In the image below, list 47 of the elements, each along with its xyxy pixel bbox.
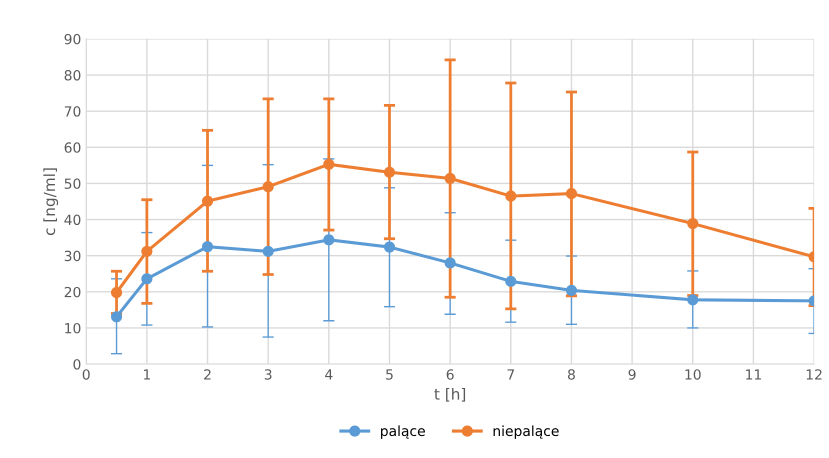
y-tick-label: 0 <box>73 359 80 370</box>
y-tick-label: 80 <box>64 70 80 81</box>
y-tick-label: 20 <box>64 286 80 298</box>
legend-label: palące <box>381 425 425 439</box>
point <box>110 287 122 298</box>
point <box>323 234 334 246</box>
point <box>384 241 396 253</box>
x-tick-label: 6 <box>446 369 454 380</box>
point <box>202 196 214 207</box>
x-tick-label: 11 <box>746 369 761 380</box>
y-tick-label: 40 <box>64 214 80 226</box>
point <box>687 218 698 230</box>
x-tick-label: 8 <box>568 369 575 380</box>
point <box>262 246 274 257</box>
y-tick-label: 30 <box>64 250 80 262</box>
x-tick-label: 2 <box>204 369 211 380</box>
x-tick-label: 0 <box>82 369 90 380</box>
point <box>384 166 396 178</box>
x-tick-label: 12 <box>806 369 822 380</box>
point <box>566 188 578 200</box>
x-tick-label: 5 <box>386 369 393 380</box>
y-tick-label: 70 <box>64 106 80 117</box>
point <box>323 158 334 170</box>
legend-label: niepalące <box>494 425 559 439</box>
y-axis-title: c [ng/ml] <box>43 168 58 236</box>
x-tick-label: 10 <box>685 369 701 380</box>
x-tick-label: 3 <box>264 369 272 380</box>
point <box>262 181 274 192</box>
x-tick-label: 7 <box>508 369 514 380</box>
point <box>566 284 578 296</box>
point <box>141 273 152 284</box>
x-tick-label: 1 <box>144 369 150 380</box>
point <box>687 294 698 306</box>
x-tick-label: 9 <box>628 369 636 380</box>
point <box>141 246 152 257</box>
x-axis-title: t [h] <box>434 388 466 402</box>
point <box>444 172 456 184</box>
y-tick-label: 90 <box>64 34 80 44</box>
point <box>444 257 456 268</box>
point <box>110 311 122 322</box>
point <box>505 276 516 287</box>
x-tick-label: 4 <box>325 369 332 380</box>
y-tick-label: 10 <box>65 322 80 334</box>
point <box>505 190 516 202</box>
y-tick-label: 50 <box>64 178 80 189</box>
point <box>202 241 214 252</box>
y-tick-label: 60 <box>64 142 80 153</box>
